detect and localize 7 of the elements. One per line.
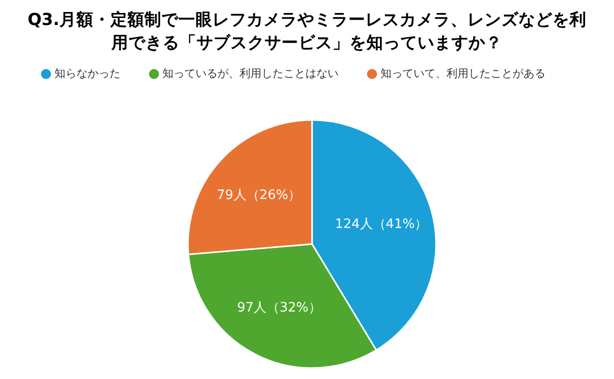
- data-label: 79人（26%）: [216, 188, 302, 203]
- data-label: 124人（41%）: [334, 217, 428, 232]
- legend-label: 知っていて、利用したことがある: [380, 67, 546, 80]
- data-label: 97人（32%）: [237, 300, 322, 316]
- legend-label: 知らなかった: [54, 67, 120, 80]
- legend-label: 知っているが、利用したことはない: [162, 67, 338, 80]
- chart-title: Q3.月額・定額制で一眼レフカメラやミラーレスカメラ、レンズなどを利用できる「サブスクサービス」を知っていますか？: [26, 9, 588, 54]
